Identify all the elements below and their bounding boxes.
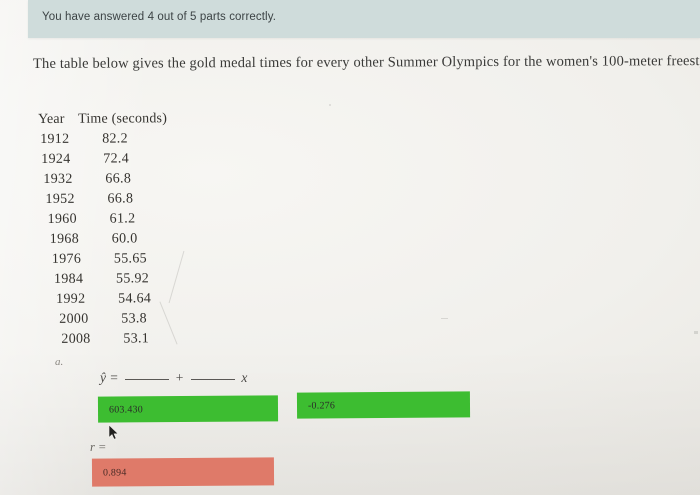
cell-year: 2000	[59, 311, 89, 327]
table-row: 1984 55.92	[54, 271, 183, 292]
equation-plus: +	[175, 370, 184, 385]
cell-year: 1984	[53, 271, 84, 287]
answer-value-correlation: 0.894	[102, 466, 127, 479]
cell-year: 1932	[43, 171, 73, 187]
cell-year: 1992	[56, 291, 86, 307]
cell-time: 72.4	[103, 151, 130, 167]
correlation-label: r =	[90, 440, 106, 455]
cell-time: 61.2	[109, 211, 136, 227]
regression-equation: ŷ = + x	[100, 370, 248, 386]
table-row: 1968 60.0	[50, 231, 183, 252]
table-row: 1976 55.65	[52, 251, 183, 272]
table-row: 1960 61.2	[48, 211, 183, 232]
column-header-time: Time (seconds)	[77, 111, 168, 127]
cell-time: 53.1	[123, 331, 150, 347]
cell-time: 66.8	[105, 171, 132, 187]
part-a-label: a.	[55, 356, 64, 368]
correlation-symbol: r	[90, 440, 96, 454]
column-header-year: Year	[38, 111, 65, 127]
question-prompt: The table below gives the gold medal tim…	[33, 53, 700, 72]
olympics-data-table: Year Time (seconds) 1912 82.2 1924 72.4 …	[38, 111, 183, 352]
table-row: 2008 53.1	[61, 331, 183, 352]
cell-time: 54.64	[118, 291, 152, 307]
cell-time: 66.8	[107, 191, 134, 207]
cell-year: 1976	[51, 251, 82, 267]
table-row: 1952 66.8	[45, 191, 182, 212]
answer-value-intercept: 603.430	[108, 403, 143, 416]
equation-equals: =	[110, 370, 119, 385]
cell-year: 1960	[47, 211, 77, 227]
correlation-equals: =	[98, 440, 107, 454]
table-row: 2000 53.8	[59, 311, 183, 332]
cell-year: 2008	[61, 331, 91, 347]
answer-chip-intercept[interactable]: 603.430	[97, 395, 279, 423]
answer-value-slope: -0.276	[307, 399, 336, 412]
intercept-blank[interactable]	[124, 379, 169, 380]
table-row: 1992 54.64	[56, 291, 183, 312]
answer-chip-correlation[interactable]: 0.894	[91, 457, 275, 487]
table-row: 1924 72.4	[41, 151, 182, 172]
cell-time: 82.2	[102, 131, 128, 147]
cell-year: 1968	[49, 231, 80, 247]
cell-time: 60.0	[111, 231, 138, 247]
table-row: 1932 66.8	[43, 171, 182, 192]
cell-time: 53.8	[121, 311, 148, 327]
slope-blank[interactable]	[190, 379, 235, 380]
answer-chip-slope[interactable]: -0.276	[296, 391, 471, 419]
cell-time: 55.92	[115, 271, 150, 287]
table-header-row: Year Time (seconds)	[38, 111, 182, 128]
equation-x-variable: x	[241, 370, 248, 385]
equation-y-hat: ŷ	[100, 370, 107, 385]
cell-year: 1952	[45, 191, 75, 207]
status-banner: You have answered 4 out of 5 parts corre…	[28, 0, 700, 38]
cell-time: 55.65	[113, 251, 147, 267]
table-row: 1912 82.2	[40, 131, 182, 152]
cell-year: 1912	[40, 131, 70, 147]
cell-year: 1924	[41, 151, 71, 167]
status-banner-text: You have answered 4 out of 5 parts corre…	[42, 11, 276, 23]
